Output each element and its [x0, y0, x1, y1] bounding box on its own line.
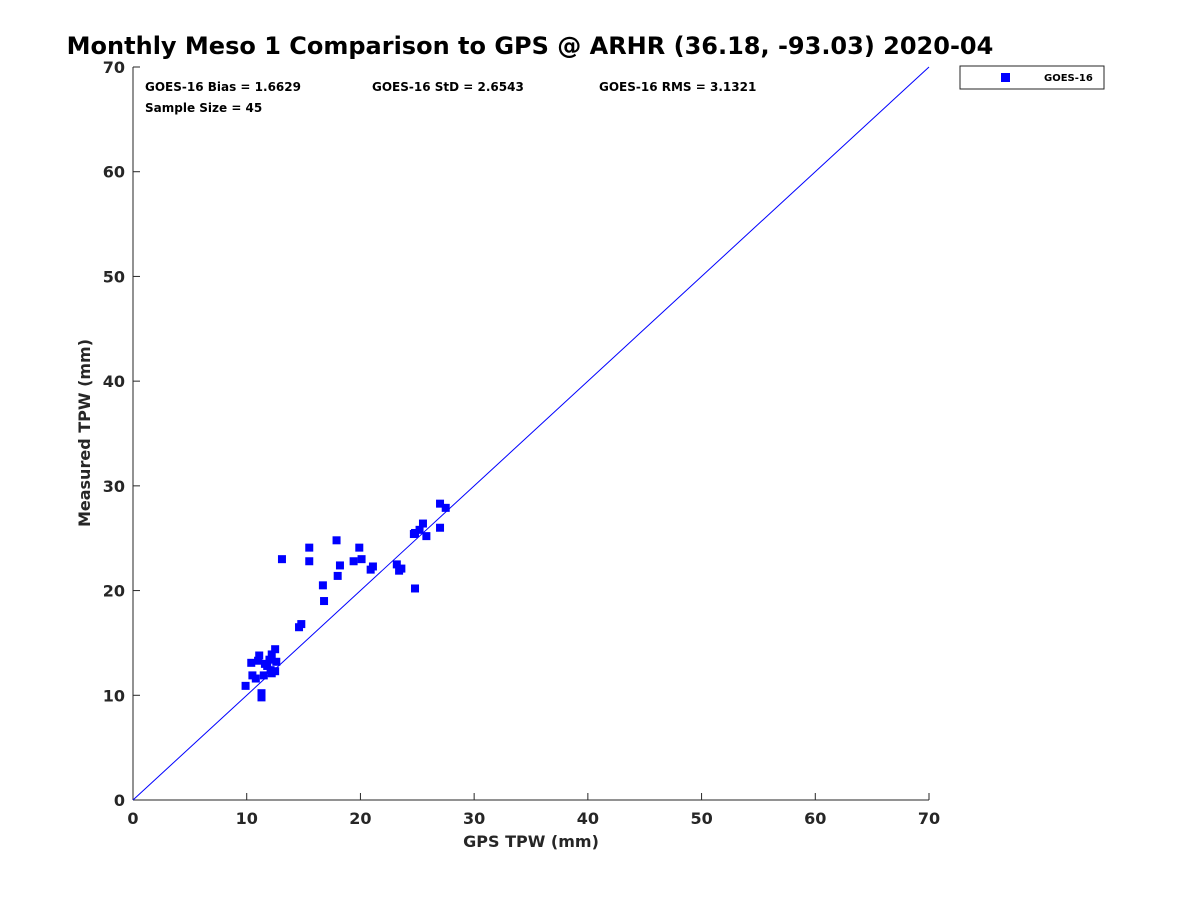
scatter-point [271, 645, 280, 654]
scatter-point [255, 651, 264, 660]
y-tick-label: 70 [103, 58, 125, 77]
scatter-point [277, 555, 286, 564]
x-tick-label: 50 [690, 809, 712, 828]
scatter-point [263, 661, 272, 670]
y-tick-label: 40 [103, 372, 125, 391]
x-tick-label: 0 [127, 809, 138, 828]
y-axis-label: Measured TPW (mm) [75, 339, 94, 527]
scatter-point [265, 655, 274, 664]
scatter-point [335, 561, 344, 570]
y-tick-label: 50 [103, 267, 125, 286]
scatter-point [254, 656, 263, 665]
scatter-point [415, 525, 424, 534]
x-tick-label: 40 [577, 809, 599, 828]
x-tick-label: 20 [349, 809, 371, 828]
scatter-point [411, 528, 420, 537]
scatter-point [411, 584, 420, 593]
legend-label-goes-16: GOES-16 [1044, 73, 1093, 84]
y-tick-label: 0 [114, 791, 125, 810]
x-tick-label: 60 [804, 809, 826, 828]
scatter-point [349, 557, 358, 566]
scatter-point [318, 581, 327, 590]
scatter-point [392, 560, 401, 569]
scatter-point [251, 674, 260, 683]
scatter-point [418, 519, 427, 528]
scatter-point [305, 543, 314, 552]
scatter-point [247, 658, 256, 667]
scatter-point [259, 671, 268, 680]
scatter-point [305, 557, 314, 566]
scatter-point [257, 689, 266, 698]
scatter-point [441, 503, 450, 512]
scatter-point [267, 650, 276, 659]
rms-annotation: GOES-16 RMS = 3.1321 [599, 80, 756, 94]
scatter-point [257, 693, 266, 702]
one-to-one-reference-line [132, 66, 930, 801]
y-tick-label: 30 [103, 477, 125, 496]
y-ticks: 0 10 20 30 40 50 60 70 [103, 58, 140, 810]
scatter-point [272, 657, 281, 666]
scatter-point [333, 571, 342, 580]
sample-size-annotation: Sample Size = 45 [145, 101, 262, 115]
scatter-point [436, 523, 445, 532]
x-tick-label: 30 [463, 809, 485, 828]
x-axis-label: GPS TPW (mm) [463, 832, 599, 851]
legend: GOES-16 [959, 65, 1105, 90]
scatter-point [297, 620, 306, 629]
scatter-point [436, 499, 445, 508]
scatter-point [332, 536, 341, 545]
scatter-point [320, 597, 329, 606]
chart-title: Monthly Meso 1 Comparison to GPS @ ARHR … [67, 32, 994, 60]
stats-annotations: GOES-16 Bias = 1.6629 GOES-16 StD = 2.65… [145, 80, 756, 115]
x-tick-label: 10 [236, 809, 258, 828]
scatter-point [357, 555, 366, 564]
y-tick-label: 10 [103, 686, 125, 705]
y-tick-label: 20 [103, 582, 125, 601]
scatter-point [355, 543, 364, 552]
scatter-point [241, 681, 250, 690]
bias-annotation: GOES-16 Bias = 1.6629 [145, 80, 301, 94]
plot-area: 0 10 20 30 40 50 60 70 0 10 20 30 40 50 60 70 [103, 58, 940, 828]
legend-marker-goes-16 [1001, 73, 1010, 82]
scatter-point [422, 532, 431, 541]
x-tick-label: 70 [918, 809, 940, 828]
y-tick-label: 60 [103, 163, 125, 182]
scatter-point [368, 562, 377, 571]
legend-box [959, 65, 1105, 90]
scatter-points [241, 499, 450, 702]
std-annotation: GOES-16 StD = 2.6543 [372, 80, 524, 94]
x-ticks: 0 10 20 30 40 50 60 70 [127, 793, 940, 828]
scatter-point [397, 564, 406, 573]
scatter-point [271, 667, 280, 676]
